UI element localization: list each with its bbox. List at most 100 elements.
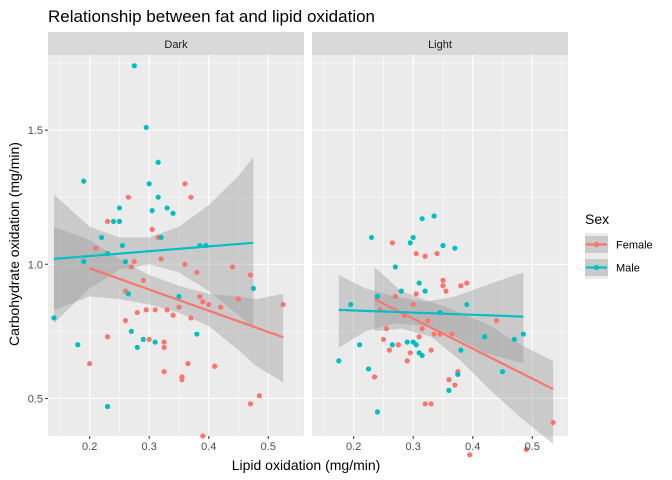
data-point-male bbox=[357, 342, 363, 348]
data-point-male bbox=[146, 181, 152, 187]
facet-strip bbox=[312, 32, 568, 55]
data-point-female bbox=[122, 318, 128, 324]
data-point-female bbox=[197, 293, 203, 300]
data-point-female bbox=[419, 326, 425, 332]
data-point-female bbox=[182, 181, 188, 187]
data-point-female bbox=[158, 256, 164, 262]
data-point-male bbox=[374, 409, 381, 415]
legend-key-point bbox=[593, 241, 600, 248]
data-point-male bbox=[51, 315, 57, 321]
data-point-female bbox=[256, 393, 262, 399]
data-point-female bbox=[188, 315, 194, 321]
data-point-male bbox=[81, 178, 87, 184]
data-point-male bbox=[389, 342, 395, 348]
data-point-male bbox=[407, 240, 413, 246]
data-point-female bbox=[380, 336, 387, 343]
data-point-male bbox=[374, 293, 381, 300]
data-point-female bbox=[247, 401, 254, 407]
data-point-male bbox=[404, 339, 410, 345]
data-point-male bbox=[125, 291, 131, 297]
fit-line-male bbox=[338, 308, 524, 318]
data-point-female bbox=[434, 250, 440, 257]
x-tick-label: 0.4 bbox=[201, 441, 216, 453]
x-tick-label: 0.2 bbox=[82, 441, 97, 453]
legend: Sex Female Male bbox=[585, 211, 653, 279]
data-point-male bbox=[155, 159, 161, 165]
data-point-male bbox=[158, 234, 164, 241]
data-point-female bbox=[395, 342, 401, 348]
data-point-male bbox=[143, 124, 149, 131]
data-point-female bbox=[161, 369, 167, 375]
x-tick-label: 0.5 bbox=[525, 441, 540, 453]
data-point-female bbox=[493, 318, 500, 324]
data-point-male bbox=[336, 358, 342, 364]
data-point-female bbox=[104, 218, 111, 224]
data-point-female bbox=[188, 194, 194, 200]
data-point-female bbox=[431, 331, 437, 337]
data-point-male bbox=[104, 403, 111, 410]
data-point-female bbox=[235, 296, 242, 302]
data-point-male bbox=[122, 258, 128, 265]
data-point-female bbox=[280, 301, 286, 308]
data-point-female bbox=[131, 258, 137, 265]
data-point-male bbox=[440, 242, 446, 249]
panel-dark: Dark 0.2 0.3 0.4 0.5 0.5 1.0 1.5 bbox=[28, 32, 304, 453]
data-point-female bbox=[87, 360, 93, 367]
y-tick-label: 0.5 bbox=[28, 393, 43, 405]
data-point-male bbox=[452, 245, 458, 251]
data-point-female bbox=[152, 307, 158, 313]
data-point-male bbox=[131, 63, 137, 69]
data-point-female bbox=[104, 334, 111, 340]
data-point-male bbox=[194, 331, 200, 337]
data-point-female bbox=[428, 347, 434, 353]
data-point-female bbox=[422, 401, 428, 407]
data-point-male bbox=[511, 336, 518, 343]
data-point-female bbox=[386, 347, 392, 353]
data-point-male bbox=[119, 242, 126, 249]
data-point-female bbox=[212, 363, 218, 369]
x-tick-label: 0.4 bbox=[465, 441, 480, 453]
data-point-female bbox=[218, 304, 224, 310]
data-point-female bbox=[440, 277, 446, 283]
data-point-male bbox=[140, 336, 146, 343]
data-point-female bbox=[413, 250, 419, 257]
data-point-female bbox=[146, 336, 152, 343]
data-point-female bbox=[392, 293, 398, 300]
data-point-female bbox=[413, 291, 419, 297]
chart-title: Relationship between fat and lipid oxida… bbox=[48, 7, 375, 26]
legend-key-point bbox=[593, 264, 600, 271]
data-point-male bbox=[419, 216, 425, 222]
data-point-female bbox=[458, 283, 464, 289]
data-point-male bbox=[155, 194, 161, 200]
facet-strip bbox=[48, 32, 304, 55]
confidence-band-female bbox=[374, 266, 554, 445]
panel-background bbox=[48, 55, 304, 436]
legend-label: Female bbox=[616, 240, 653, 252]
data-point-female bbox=[523, 446, 529, 453]
data-point-male bbox=[98, 234, 105, 241]
data-point-male bbox=[116, 205, 123, 211]
panel-light: Light 0.2 0.3 0.4 0.5 bbox=[312, 32, 568, 458]
data-point-male bbox=[149, 208, 155, 214]
data-point-female bbox=[140, 277, 146, 283]
data-point-female bbox=[371, 374, 378, 380]
data-point-female bbox=[161, 344, 167, 351]
data-point-male bbox=[110, 218, 117, 224]
data-point-male bbox=[520, 331, 526, 337]
data-point-male bbox=[464, 301, 470, 308]
data-point-female bbox=[422, 253, 428, 259]
data-point-female bbox=[134, 309, 140, 316]
data-point-male bbox=[416, 280, 422, 286]
data-point-female bbox=[410, 301, 416, 308]
data-point-female bbox=[550, 419, 556, 426]
data-point-male bbox=[250, 285, 256, 292]
data-point-female bbox=[194, 269, 200, 275]
data-point-male bbox=[431, 213, 437, 219]
data-point-male bbox=[398, 288, 404, 294]
confidence-band-male bbox=[53, 156, 254, 329]
data-point-female bbox=[464, 280, 470, 286]
data-point-female bbox=[416, 334, 422, 340]
data-point-female bbox=[449, 331, 455, 337]
data-point-male bbox=[75, 342, 81, 348]
y-tick-label: 1.0 bbox=[28, 259, 43, 271]
